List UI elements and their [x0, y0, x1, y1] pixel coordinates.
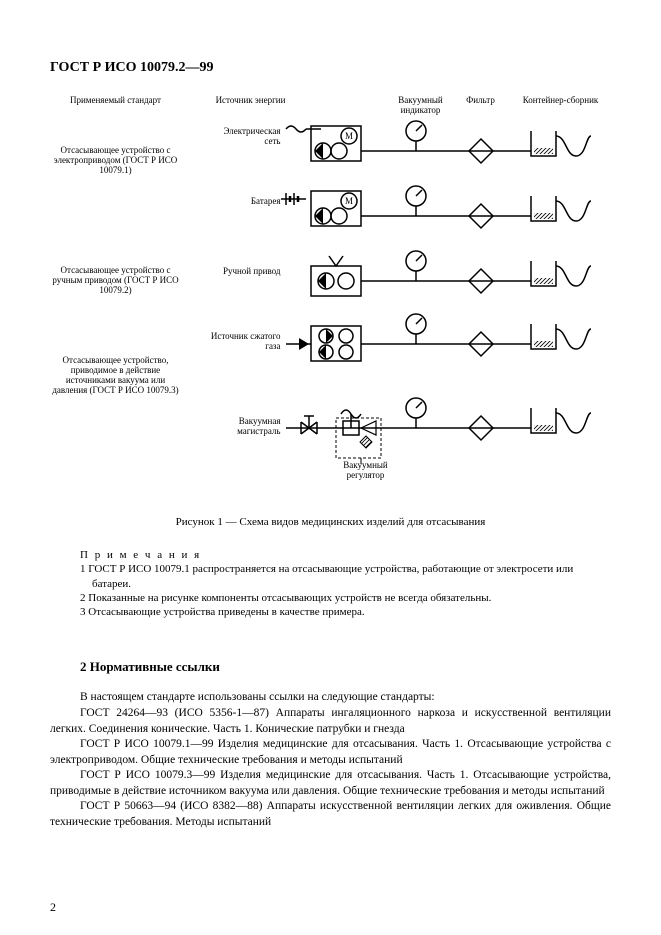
section-2-title: 2 Нормативные ссылки: [80, 659, 611, 675]
figure-caption: Рисунок 1 — Схема видов медицинских изде…: [50, 516, 611, 528]
note-3: 3 Отсасывающие устройства приведены в ка…: [80, 605, 611, 619]
ref-1: ГОСТ 24264—93 (ИСО 5356-1—87) Аппараты и…: [50, 706, 611, 737]
note-2: 2 Показанные на рисунке компоненты отсас…: [80, 591, 611, 605]
ref-3: ГОСТ Р ИСО 10079.3—99 Изделия медицински…: [50, 768, 611, 799]
schematic-svg: M: [51, 96, 611, 496]
notes-block: П р и м е ч а н и я 1 ГОСТ Р ИСО 10079.1…: [50, 548, 611, 619]
notes-title: П р и м е ч а н и я: [80, 548, 611, 562]
page-number: 2: [50, 900, 56, 915]
section-2-intro: В настоящем стандарте использованы ссылк…: [50, 690, 611, 706]
document-title: ГОСТ Р ИСО 10079.2—99: [50, 60, 611, 76]
ref-4: ГОСТ Р 50663—94 (ИСО 8382—88) Аппараты и…: [50, 799, 611, 830]
section-2-body: В настоящем стандарте использованы ссылк…: [50, 690, 611, 830]
ref-2: ГОСТ Р ИСО 10079.1—99 Изделия медицински…: [50, 737, 611, 768]
figure-1-diagram: Применяемый стандарт Источник энергии Ва…: [51, 96, 611, 496]
note-1: 1 ГОСТ Р ИСО 10079.1 распространяется на…: [80, 562, 611, 591]
